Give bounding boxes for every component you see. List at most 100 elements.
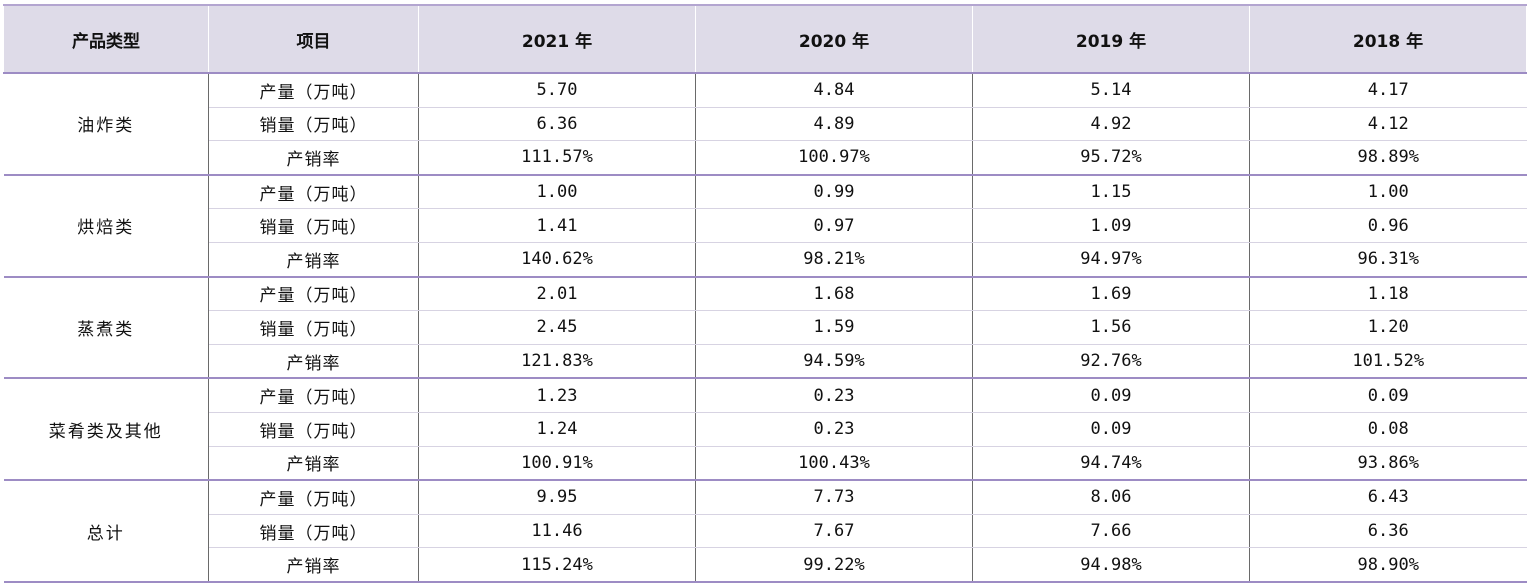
value-cell: 7.67 bbox=[695, 513, 973, 549]
value-cell: 1.15 bbox=[972, 174, 1250, 210]
item-cell: 产销率 bbox=[208, 547, 419, 583]
value-cell: 8.06 bbox=[972, 479, 1250, 515]
table-row: 油炸类 产量（万吨） 5.70 4.84 5.14 4.17 bbox=[3, 72, 1527, 176]
value-cell: 94.74% bbox=[972, 445, 1250, 482]
value-cell: 0.99 bbox=[695, 174, 973, 210]
item-cell: 产量（万吨） bbox=[208, 72, 419, 108]
value-cell: 6.36 bbox=[418, 106, 696, 142]
value-cell: 1.69 bbox=[972, 276, 1250, 312]
value-cell: 100.43% bbox=[695, 445, 973, 482]
header-year-2021: 2021 年 bbox=[418, 4, 696, 74]
value-cell: 99.22% bbox=[695, 547, 973, 583]
table-row: 销量（万吨） 11.46 7.67 7.66 6.36 bbox=[4, 513, 1527, 549]
category-cell: 总计 bbox=[3, 479, 209, 583]
value-cell: 100.97% bbox=[695, 140, 973, 176]
value-cell: 0.09 bbox=[972, 411, 1250, 447]
header-year-2019: 2019 年 bbox=[972, 4, 1250, 74]
header-item: 项目 bbox=[208, 4, 419, 74]
value-cell: 92.76% bbox=[972, 343, 1250, 380]
table-row: 烘焙类 产量（万吨） 1.00 0.99 1.15 1.00 bbox=[3, 174, 1527, 278]
table-row: 产销率 111.57% 100.97% 95.72% 98.89% bbox=[4, 140, 1527, 176]
value-cell: 93.86% bbox=[1249, 445, 1527, 482]
value-cell: 1.00 bbox=[1249, 174, 1527, 210]
category-cell: 烘焙类 bbox=[3, 174, 209, 278]
value-cell: 1.41 bbox=[418, 208, 696, 243]
value-cell: 94.59% bbox=[695, 343, 973, 380]
item-cell: 销量（万吨） bbox=[208, 513, 419, 549]
item-cell: 销量（万吨） bbox=[208, 411, 419, 447]
production-sales-table: 产品类型 项目 2021 年 2020 年 2019 年 2018 年 油炸类产… bbox=[3, 4, 1527, 583]
value-cell: 98.90% bbox=[1249, 547, 1527, 583]
value-cell: 9.95 bbox=[418, 479, 696, 515]
item-cell: 产销率 bbox=[208, 445, 419, 482]
value-cell: 0.23 bbox=[695, 377, 973, 413]
item-cell: 产销率 bbox=[208, 140, 419, 176]
table-row: 销量（万吨） 2.45 1.59 1.56 1.20 bbox=[4, 310, 1527, 345]
table-row: 销量（万吨） 1.41 0.97 1.09 0.96 bbox=[4, 208, 1527, 243]
value-cell: 6.36 bbox=[1249, 513, 1527, 549]
value-cell: 140.62% bbox=[418, 241, 696, 278]
value-cell: 0.97 bbox=[695, 208, 973, 243]
table-row: 菜肴类及其他 产量（万吨） 1.23 0.23 0.09 0.09 bbox=[3, 377, 1527, 482]
value-cell: 4.92 bbox=[972, 106, 1250, 142]
header-year-2018: 2018 年 bbox=[1249, 4, 1527, 74]
value-cell: 1.18 bbox=[1249, 276, 1527, 312]
header-product-type: 产品类型 bbox=[3, 4, 209, 74]
table-row: 产销率 140.62% 98.21% 94.97% 96.31% bbox=[4, 241, 1527, 278]
value-cell: 7.66 bbox=[972, 513, 1250, 549]
header-row: 产品类型 项目 2021 年 2020 年 2019 年 2018 年 bbox=[3, 4, 1527, 74]
category-cell: 油炸类 bbox=[3, 72, 209, 176]
item-cell: 产量（万吨） bbox=[208, 174, 419, 210]
value-cell: 0.23 bbox=[695, 411, 973, 447]
value-cell: 5.14 bbox=[972, 72, 1250, 108]
value-cell: 4.84 bbox=[695, 72, 973, 108]
value-cell: 4.17 bbox=[1249, 72, 1527, 108]
value-cell: 0.08 bbox=[1249, 411, 1527, 447]
table-row: 产销率 100.91% 100.43% 94.74% 93.86% bbox=[4, 445, 1527, 482]
value-cell: 1.20 bbox=[1249, 310, 1527, 345]
table-row: 总计 产量（万吨） 9.95 7.73 8.06 6.43 bbox=[3, 479, 1527, 583]
value-cell: 1.23 bbox=[418, 377, 696, 413]
value-cell: 98.21% bbox=[695, 241, 973, 278]
item-cell: 销量（万吨） bbox=[208, 106, 419, 142]
category-cell: 菜肴类及其他 bbox=[3, 377, 209, 482]
value-cell: 1.09 bbox=[972, 208, 1250, 243]
value-cell: 111.57% bbox=[418, 140, 696, 176]
table-row: 产销率 115.24% 99.22% 94.98% 98.90% bbox=[4, 547, 1527, 583]
item-cell: 产量（万吨） bbox=[208, 479, 419, 515]
value-cell: 96.31% bbox=[1249, 241, 1527, 278]
table-row: 销量（万吨） 1.24 0.23 0.09 0.08 bbox=[4, 411, 1527, 447]
value-cell: 101.52% bbox=[1249, 343, 1527, 380]
item-cell: 产量（万吨） bbox=[208, 276, 419, 312]
value-cell: 5.70 bbox=[418, 72, 696, 108]
table-row: 销量（万吨） 6.36 4.89 4.92 4.12 bbox=[4, 106, 1527, 142]
value-cell: 1.59 bbox=[695, 310, 973, 345]
item-cell: 销量（万吨） bbox=[208, 208, 419, 243]
category-cell: 蒸煮类 bbox=[3, 276, 209, 380]
value-cell: 0.09 bbox=[1249, 377, 1527, 413]
value-cell: 7.73 bbox=[695, 479, 973, 515]
value-cell: 98.89% bbox=[1249, 140, 1527, 176]
value-cell: 94.97% bbox=[972, 241, 1250, 278]
header-year-2020: 2020 年 bbox=[695, 4, 973, 74]
value-cell: 4.12 bbox=[1249, 106, 1527, 142]
value-cell: 2.01 bbox=[418, 276, 696, 312]
value-cell: 11.46 bbox=[418, 513, 696, 549]
value-cell: 6.43 bbox=[1249, 479, 1527, 515]
value-cell: 4.89 bbox=[695, 106, 973, 142]
value-cell: 115.24% bbox=[418, 547, 696, 583]
value-cell: 2.45 bbox=[418, 310, 696, 345]
item-cell: 产销率 bbox=[208, 343, 419, 380]
table-row: 产销率 121.83% 94.59% 92.76% 101.52% bbox=[4, 343, 1527, 380]
item-cell: 产销率 bbox=[208, 241, 419, 278]
value-cell: 94.98% bbox=[972, 547, 1250, 583]
value-cell: 1.00 bbox=[418, 174, 696, 210]
value-cell: 0.09 bbox=[972, 377, 1250, 413]
value-cell: 1.24 bbox=[418, 411, 696, 447]
value-cell: 1.68 bbox=[695, 276, 973, 312]
value-cell: 95.72% bbox=[972, 140, 1250, 176]
value-cell: 0.96 bbox=[1249, 208, 1527, 243]
item-cell: 产量（万吨） bbox=[208, 377, 419, 413]
value-cell: 121.83% bbox=[418, 343, 696, 380]
table-row: 蒸煮类 产量（万吨） 2.01 1.68 1.69 1.18 bbox=[3, 276, 1527, 380]
